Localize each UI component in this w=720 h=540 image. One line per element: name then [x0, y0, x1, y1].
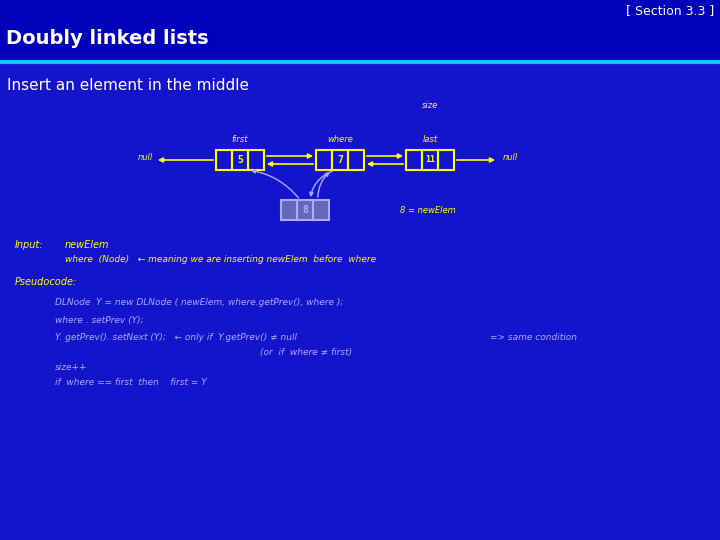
Bar — [248, 150, 264, 170]
Text: where  (Node)   ← meaning we are inserting newElem  before  where: where (Node) ← meaning we are inserting … — [65, 255, 376, 264]
Text: where: where — [327, 135, 353, 144]
Text: first: first — [232, 135, 248, 144]
Text: DLNode  Y = new DLNode ( newElem, where.getPrev(), where );: DLNode Y = new DLNode ( newElem, where.g… — [55, 298, 343, 307]
Bar — [438, 150, 454, 170]
Bar — [313, 200, 329, 220]
Bar — [281, 200, 297, 220]
Bar — [316, 150, 332, 170]
Bar — [422, 150, 438, 170]
Text: [ Section 3.3 ]: [ Section 3.3 ] — [626, 4, 714, 17]
Text: Pseudocode:: Pseudocode: — [15, 277, 77, 287]
Text: 5: 5 — [237, 155, 243, 165]
Text: Y. getPrev(). setNext (Y);   ← only if  Y.getPrev() ≠ null: Y. getPrev(). setNext (Y); ← only if Y.g… — [55, 333, 297, 342]
Text: if  where == first  then    first = Y: if where == first then first = Y — [55, 378, 207, 387]
Bar — [332, 150, 348, 170]
Bar — [216, 150, 232, 170]
Text: size: size — [422, 101, 438, 110]
Bar — [406, 150, 422, 170]
Bar — [297, 200, 313, 220]
Text: null: null — [503, 153, 518, 162]
Text: 11: 11 — [425, 156, 435, 165]
Text: where . setPrev (Y);: where . setPrev (Y); — [55, 316, 143, 325]
Text: 8 = newElem: 8 = newElem — [400, 206, 456, 215]
Text: Input:: Input: — [15, 240, 43, 250]
Text: null: null — [138, 153, 153, 162]
Text: newElem: newElem — [65, 240, 109, 250]
Bar — [232, 150, 248, 170]
Text: 7: 7 — [337, 155, 343, 165]
Text: size++: size++ — [55, 363, 88, 372]
Bar — [348, 150, 364, 170]
Text: last: last — [423, 135, 438, 144]
Text: (or  if  where ≠ first): (or if where ≠ first) — [260, 348, 352, 357]
Text: => same condition: => same condition — [490, 333, 577, 342]
Text: Insert an element in the middle: Insert an element in the middle — [7, 78, 249, 93]
Text: Doubly linked lists: Doubly linked lists — [6, 29, 209, 48]
Bar — [0, 0, 720, 62]
Text: 8: 8 — [302, 205, 308, 215]
